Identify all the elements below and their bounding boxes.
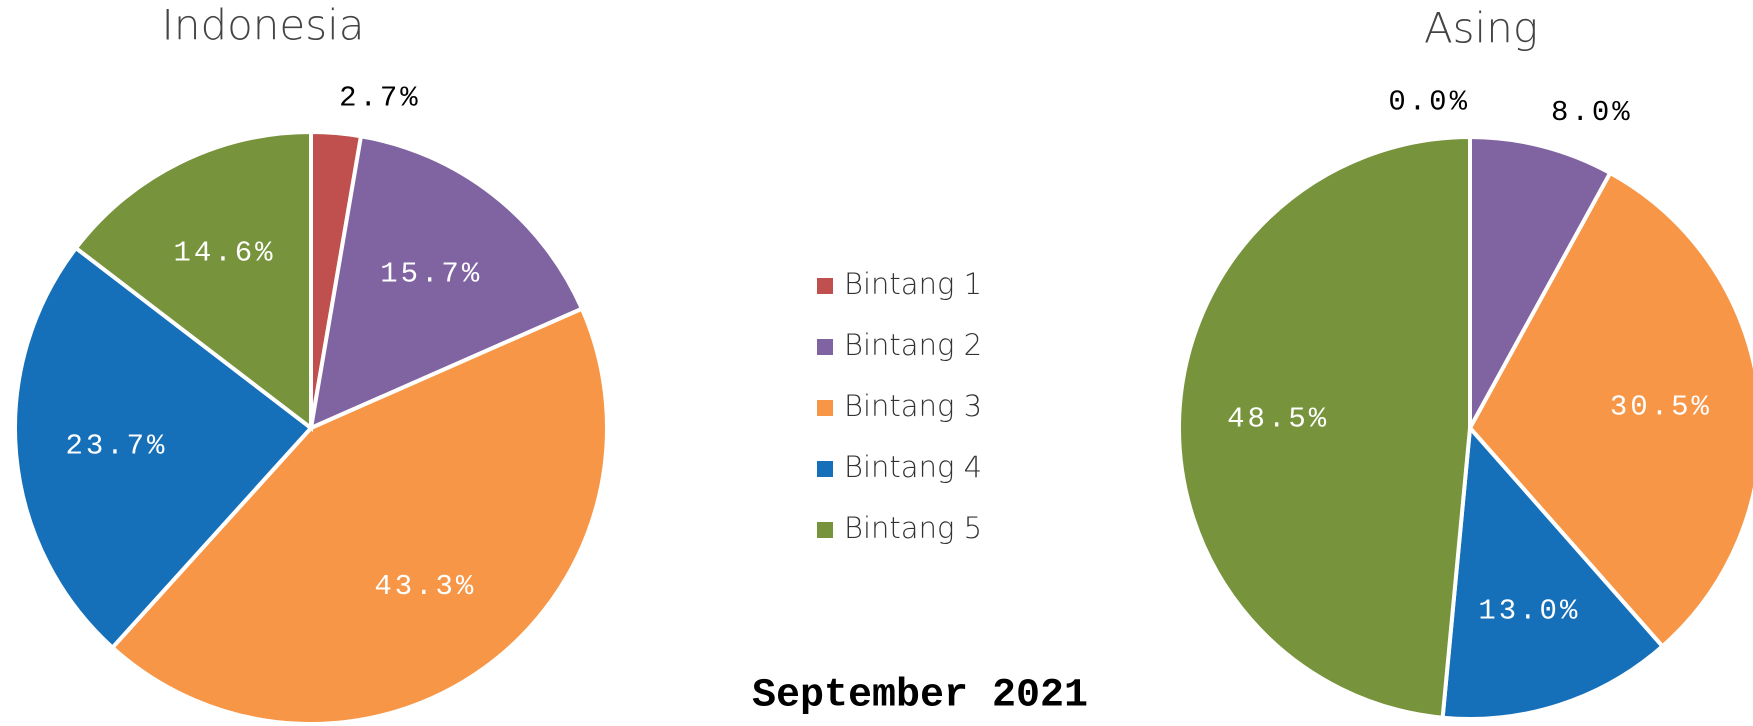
pie-title: Asing bbox=[1424, 4, 1538, 53]
legend-swatch bbox=[817, 461, 833, 477]
data-label: 43.3% bbox=[374, 570, 476, 603]
caption: September 2021 bbox=[752, 674, 1088, 719]
pie-slice bbox=[1440, 423, 1666, 721]
data-label: 15.7% bbox=[380, 258, 482, 291]
pie-title: Indonesia bbox=[161, 1, 364, 50]
legend-label: Bintang 2 bbox=[844, 328, 982, 362]
legend-label: Bintang 3 bbox=[844, 389, 982, 423]
pie-slice bbox=[109, 306, 609, 726]
pie-slice bbox=[1468, 134, 1613, 429]
legend-label: Bintang 4 bbox=[844, 450, 982, 484]
data-label: 2.7% bbox=[339, 81, 421, 114]
legend-swatch bbox=[817, 522, 833, 538]
pie-slice bbox=[73, 129, 313, 433]
data-label: 8.0% bbox=[1551, 96, 1633, 129]
data-label: 14.6% bbox=[173, 236, 275, 269]
data-label: 0.0% bbox=[1388, 86, 1470, 119]
legend-label: Bintang 5 bbox=[844, 511, 982, 545]
data-label: 13.0% bbox=[1478, 594, 1580, 627]
legend-label: Bintang 1 bbox=[844, 267, 982, 301]
data-label: 48.5% bbox=[1227, 403, 1329, 436]
legend-swatch bbox=[817, 400, 833, 416]
pie-slice bbox=[1177, 134, 1472, 720]
data-label: 23.7% bbox=[65, 429, 167, 462]
pie-slice bbox=[308, 133, 585, 432]
legend-swatch bbox=[817, 278, 833, 294]
pie-slice bbox=[13, 245, 314, 651]
pie-slice bbox=[1467, 170, 1753, 650]
legend-swatch bbox=[817, 339, 833, 355]
data-label: 30.5% bbox=[1610, 391, 1712, 424]
